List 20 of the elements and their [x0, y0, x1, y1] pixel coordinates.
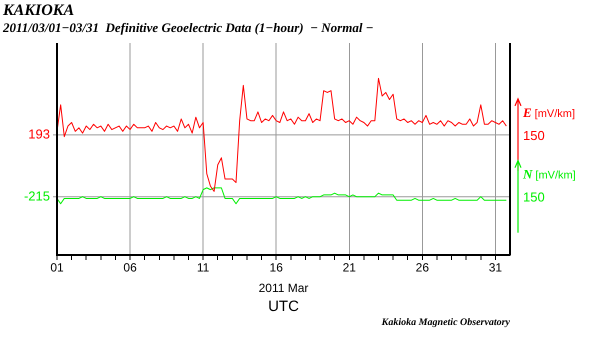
x-tick-label: 26: [416, 260, 430, 275]
chart-title: KAKIOKA: [2, 2, 74, 19]
legend-label: N: [522, 166, 533, 182]
x-tick-label: 31: [488, 260, 502, 275]
x-tick-label: 16: [270, 260, 284, 275]
x-tick-label: 21: [342, 260, 356, 275]
x-tick-label: 06: [123, 260, 138, 275]
text: Kakioka Magnetic Observatory: [380, 317, 511, 328]
x-tick-label: 01: [50, 260, 64, 275]
text: 2011 Mar: [258, 281, 308, 295]
chart-subtitle: 2011/03/01−03/31 Definitive Geoelectric Data (1−hour) − Normal −: [2, 20, 374, 35]
text: 150: [523, 128, 545, 143]
legend-label: E: [522, 104, 532, 120]
text: 193: [28, 126, 50, 142]
y2-axis-title: [mV/km]: [535, 170, 576, 182]
x-axis-title: UTC: [268, 298, 300, 315]
text: 150: [523, 190, 545, 205]
text: -215: [24, 188, 50, 204]
y-axis-title: [mV/km]: [534, 108, 576, 120]
x-tick-label: 11: [196, 260, 210, 275]
